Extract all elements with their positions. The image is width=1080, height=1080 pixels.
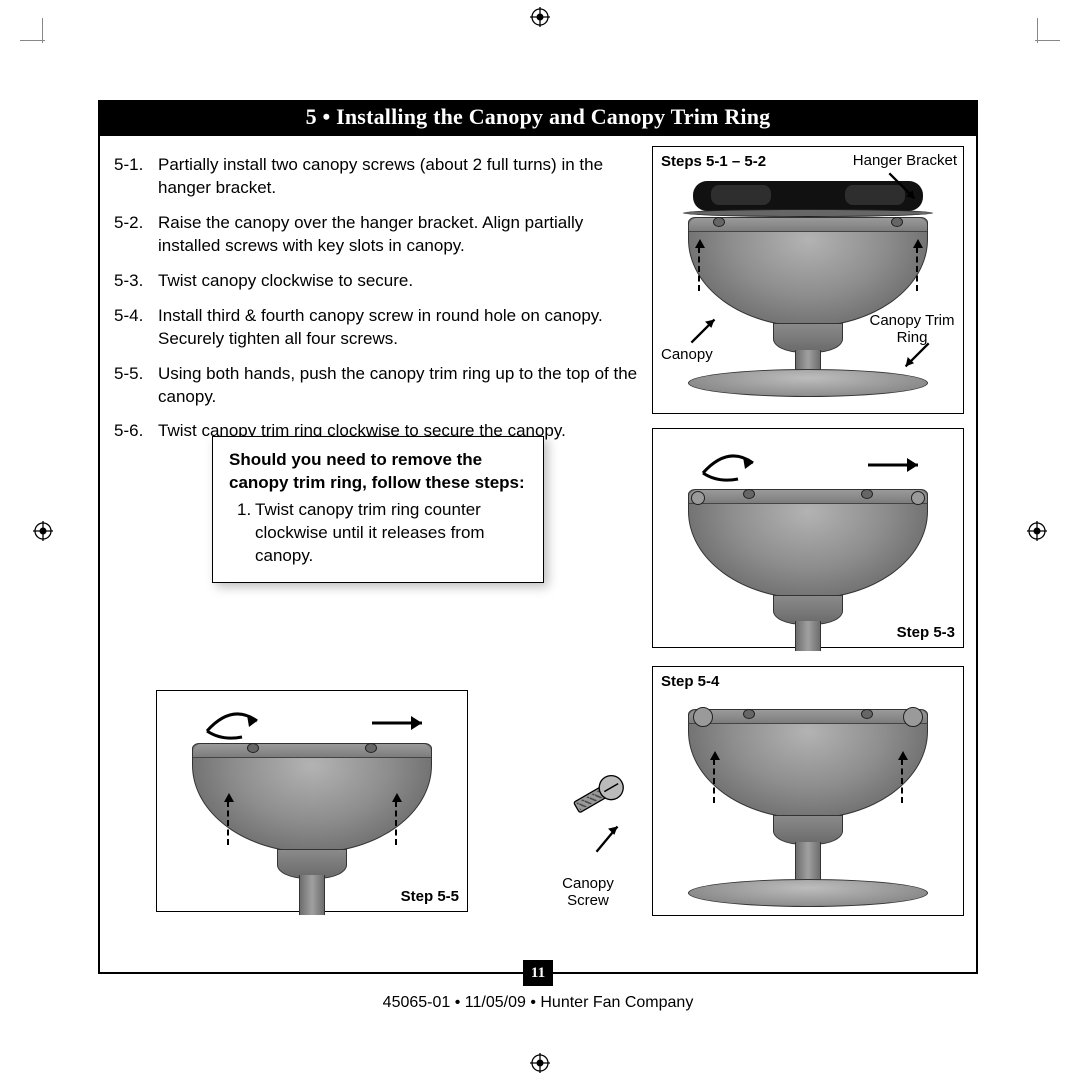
figure-step-5-5: Step 5-5 [156,690,468,912]
registration-mark-icon [529,6,551,28]
step-number: 5-1. [114,154,158,200]
step-text: Raise the canopy over the hanger bracket… [158,212,644,258]
pointer-arrow-icon [883,167,925,209]
page-number: 11 [523,960,553,986]
rotate-arrow-icon [197,701,267,743]
body-frame: 5-1. Partially install two canopy screws… [98,136,978,974]
removal-note-box: Should you need to remove the canopy tri… [212,436,544,583]
step-number: 5-6. [114,420,158,443]
figure-step-5-4: Step 5-4 [652,666,964,916]
step-text: Using both hands, push the canopy trim r… [158,363,644,409]
page-frame: 5 • Installing the Canopy and Canopy Tri… [98,100,978,970]
rotate-arrow-icon [357,701,427,743]
section-title: 5 • Installing the Canopy and Canopy Tri… [98,100,978,136]
step-text: Partially install two canopy screws (abo… [158,154,644,200]
step-number: 5-3. [114,270,158,293]
pointer-arrow-icon [586,816,628,858]
pointer-arrow-icon [893,337,935,379]
figure-steps-5-1-5-2: Steps 5-1 – 5-2 Hanger Bracket Canopy Ca… [652,146,964,414]
registration-mark-icon [32,520,54,542]
instruction-item: 5-1. Partially install two canopy screws… [114,154,644,200]
rotate-arrow-icon [693,443,763,485]
instruction-item: 5-4. Install third & fourth canopy screw… [114,305,644,351]
step-number: 5-2. [114,212,158,258]
step-text: Twist canopy clockwise to secure. [158,270,644,293]
removal-heading: Should you need to remove the canopy tri… [229,449,527,495]
removal-item-number: 1. [229,499,255,568]
registration-mark-icon [529,1052,551,1074]
step-text: Install third & fourth canopy screw in r… [158,305,644,351]
instruction-item: 5-3. Twist canopy clockwise to secure. [114,270,644,293]
step-number: 5-5. [114,363,158,409]
footer-text: 45065-01 • 11/05/09 • Hunter Fan Company [100,994,976,1012]
removal-item-text: Twist canopy trim ring counter clockwise… [255,499,527,568]
registration-mark-icon [1026,520,1048,542]
instruction-item: 5-2. Raise the canopy over the hanger br… [114,212,644,258]
pointer-arrow-icon [683,309,725,351]
instruction-item: 5-5. Using both hands, push the canopy t… [114,363,644,409]
callout-canopy-screw: Canopy Screw [548,876,628,909]
figure-step-5-3: Step 5-3 [652,428,964,648]
instruction-list: 5-1. Partially install two canopy screws… [114,154,644,455]
step-number: 5-4. [114,305,158,351]
rotate-arrow-icon [853,443,923,485]
